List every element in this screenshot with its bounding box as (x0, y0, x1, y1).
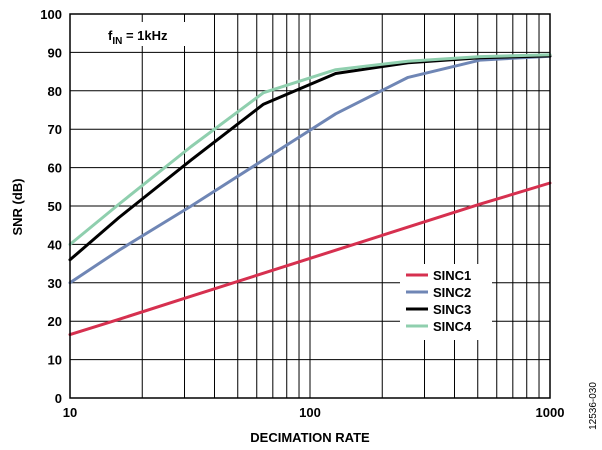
series-line-sinc2 (68, 54, 552, 285)
annotation-suffix: = 1kHz (122, 28, 168, 43)
legend-label-sinc3: SINC3 (433, 302, 471, 317)
y-tick-label: 100 (40, 7, 62, 22)
annotation-box (100, 22, 192, 46)
legend-label-sinc2: SINC2 (433, 285, 471, 300)
x-tick-label: 100 (299, 405, 321, 420)
figure-id: 12536-030 (588, 382, 599, 430)
y-tick-label: 50 (48, 199, 62, 214)
legend-label-sinc1: SINC1 (433, 268, 471, 283)
plot-frame (69, 13, 551, 399)
series-lines (68, 53, 552, 337)
x-tick-label: 1000 (536, 405, 565, 420)
y-tick-label: 60 (48, 161, 62, 176)
series-line-sinc1 (68, 181, 552, 337)
annotation-subscript: IN (112, 36, 122, 47)
plot-border (69, 13, 551, 399)
y-axis-title: SNR (dB) (10, 178, 25, 235)
legend-label-sinc4: SINC4 (433, 319, 472, 334)
y-tick-label: 80 (48, 84, 62, 99)
y-tick-label: 10 (48, 353, 62, 368)
legend: SINC1 SINC2 SINC3 SINC4 (400, 264, 492, 340)
y-tick-label: 20 (48, 314, 62, 329)
x-tick-label: 10 (63, 405, 77, 420)
annotation-main: f (108, 28, 113, 43)
y-tick-label: 90 (48, 45, 62, 60)
y-tick-label: 30 (48, 276, 62, 291)
y-tick-label: 0 (55, 391, 62, 406)
y-tick-label: 40 (48, 237, 62, 252)
y-tick-label: 70 (48, 122, 62, 137)
series-line-sinc4 (68, 53, 552, 246)
x-axis-title: DECIMATION RATE (250, 430, 370, 445)
annotation-text: fIN = 1kHz (108, 28, 168, 47)
